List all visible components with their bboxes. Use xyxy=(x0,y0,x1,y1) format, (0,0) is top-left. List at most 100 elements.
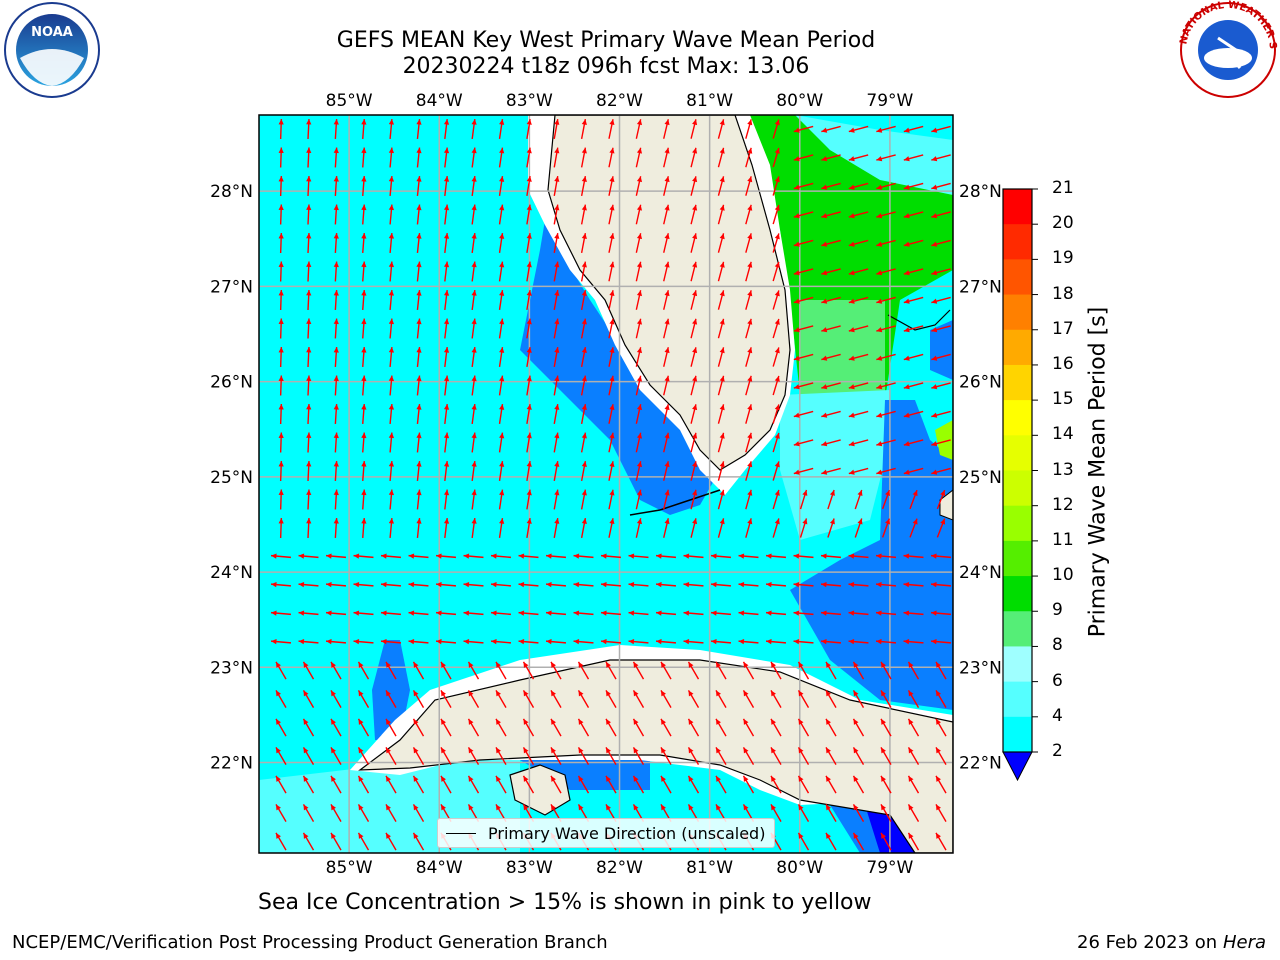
wave-arrow xyxy=(717,176,725,196)
wave-arrow xyxy=(495,775,507,794)
wave-arrow xyxy=(302,803,315,823)
wave-arrow xyxy=(416,432,422,453)
lon-label-top: 81°W xyxy=(686,91,733,111)
wave-arrow xyxy=(690,461,698,481)
sea-ice-note: Sea Ice Concentration > 15% is shown in … xyxy=(258,890,872,915)
colorbar-tick-label: 15 xyxy=(1052,389,1074,410)
wave-arrow xyxy=(353,581,374,588)
wave-arrow xyxy=(660,746,672,766)
wave-arrow xyxy=(333,261,339,282)
wave-arrow xyxy=(880,689,892,709)
wave-arrow xyxy=(717,261,725,282)
wave-arrow xyxy=(580,204,587,225)
lon-label-top: 85°W xyxy=(326,91,373,111)
wave-arrow xyxy=(797,689,810,709)
wave-arrow xyxy=(306,403,312,425)
wave-arrow xyxy=(852,718,865,737)
wave-arrow xyxy=(848,553,869,559)
wave-arrow xyxy=(471,489,477,510)
wave-arrow xyxy=(605,689,617,709)
wave-arrow xyxy=(793,182,814,190)
wave-arrow xyxy=(298,553,319,559)
lon-label-top: 79°W xyxy=(866,91,913,111)
wave-arrow xyxy=(388,346,395,368)
wave-arrow xyxy=(820,610,842,616)
wave-arrow xyxy=(412,718,425,737)
wave-arrow xyxy=(663,404,670,424)
wave-arrow xyxy=(443,489,450,510)
wave-arrow xyxy=(278,204,284,225)
wave-arrow xyxy=(416,232,422,254)
wave-arrow xyxy=(498,147,505,168)
wave-arrow xyxy=(854,518,863,538)
wave-arrow xyxy=(903,610,924,616)
wave-arrow xyxy=(799,518,808,538)
wave-arrow xyxy=(553,119,560,139)
wave-arrow xyxy=(875,581,897,588)
wave-arrow xyxy=(931,154,951,162)
wave-arrow xyxy=(742,661,755,680)
wave-arrow xyxy=(745,119,753,139)
wave-arrow xyxy=(306,175,312,197)
wave-arrow xyxy=(550,689,562,709)
wave-arrow xyxy=(765,553,787,559)
wave-arrow xyxy=(793,467,814,475)
wave-arrow xyxy=(690,375,698,396)
wave-arrow xyxy=(765,638,787,645)
wave-arrow xyxy=(635,318,643,339)
wave-arrow xyxy=(526,204,532,225)
wave-arrow xyxy=(330,661,342,680)
wave-arrow xyxy=(880,661,892,680)
lon-label-bottom: 83°W xyxy=(506,858,553,878)
wave-arrow xyxy=(635,204,643,225)
wave-arrow xyxy=(388,460,395,482)
wave-arrow xyxy=(302,775,315,794)
wave-arrow xyxy=(903,268,924,276)
wave-arrow xyxy=(580,290,587,310)
lat-label-left: 23°N xyxy=(210,658,253,678)
wave-arrow xyxy=(848,439,869,447)
wave-arrow xyxy=(880,775,892,794)
wave-arrow xyxy=(628,638,649,645)
colorbar-bin xyxy=(1003,435,1032,471)
wave-arrow xyxy=(471,403,477,425)
lat-label-left: 25°N xyxy=(210,468,253,488)
wave-arrow xyxy=(298,581,319,588)
lon-label-bottom: 80°W xyxy=(776,858,823,878)
colorbar-tick-label: 4 xyxy=(1052,705,1063,726)
wave-arrow xyxy=(608,233,615,253)
wave-arrow xyxy=(797,803,810,823)
wave-arrow xyxy=(278,147,284,168)
wave-arrow xyxy=(663,347,670,367)
wave-direction-arrows xyxy=(270,118,952,851)
colorbar-tick-label: 9 xyxy=(1052,600,1063,621)
wave-arrow xyxy=(357,661,370,680)
wave-arrow xyxy=(608,489,615,510)
wave-arrow xyxy=(388,204,395,225)
wave-arrow xyxy=(793,296,814,304)
wave-arrow xyxy=(443,346,450,368)
wave-arrow xyxy=(793,239,814,247)
footer-credit: NCEP/EMC/Verification Post Processing Pr… xyxy=(12,932,608,953)
wave-arrow xyxy=(687,746,700,766)
wave-arrow xyxy=(663,432,670,453)
wave-arrow xyxy=(580,233,587,253)
colorbar-bin xyxy=(1003,364,1032,401)
wave-arrow xyxy=(526,290,532,310)
wave-arrow xyxy=(522,746,535,766)
wave-arrow xyxy=(880,746,892,766)
wave-arrow xyxy=(388,175,395,197)
wave-arrow xyxy=(907,746,920,766)
wave-arrow xyxy=(605,775,617,794)
wave-arrow xyxy=(385,689,397,709)
wave-arrow xyxy=(275,746,287,766)
wave-arrow xyxy=(931,211,951,219)
wave-arrow xyxy=(903,154,924,162)
wave-arrow xyxy=(333,375,339,396)
colorbar-tick-label: 2 xyxy=(1052,741,1063,761)
wave-arrow xyxy=(388,489,395,510)
wave-arrow xyxy=(931,439,951,447)
wave-arrow xyxy=(416,318,422,339)
wave-arrow xyxy=(333,403,339,425)
wave-arrow xyxy=(380,610,402,616)
